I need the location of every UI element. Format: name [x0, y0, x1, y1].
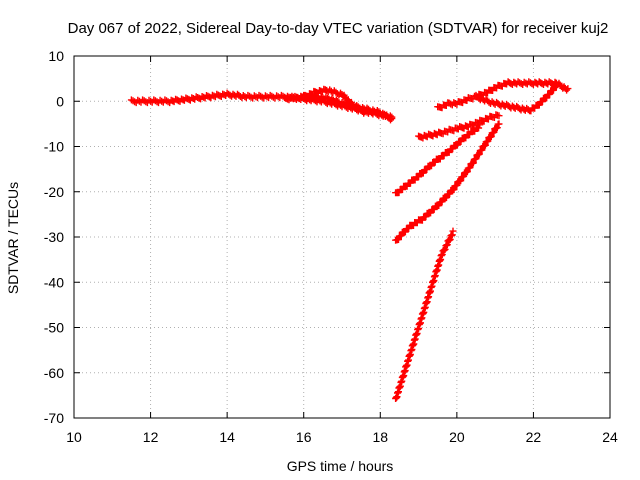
series-points [300, 85, 369, 117]
y-tick-label: 10 [48, 48, 64, 64]
axis-ticks: 10 12 14 16 18 20 22 24 10 0 -10 -20 -30 -40 -50 -60 -70 [44, 48, 618, 445]
series-track-i [392, 227, 457, 402]
x-tick-label: 18 [372, 429, 388, 445]
x-tick-label: 24 [602, 429, 618, 445]
x-tick-label: 16 [296, 429, 312, 445]
y-tick-label: -50 [44, 320, 64, 336]
y-tick-label: 0 [56, 93, 64, 109]
series-track-f [415, 111, 503, 142]
series-track-h [392, 120, 503, 244]
series-points [392, 227, 457, 402]
x-tick-label: 20 [449, 429, 465, 445]
y-tick-label: -60 [44, 365, 64, 381]
series-track-g [392, 121, 484, 197]
series-points [392, 120, 503, 244]
chart-title: Day 067 of 2022, Sidereal Day-to-day VTE… [68, 20, 609, 37]
x-tick-label: 22 [526, 429, 542, 445]
y-tick-label: -70 [44, 410, 64, 426]
y-tick-label: -30 [44, 229, 64, 245]
y-tick-label: -10 [44, 139, 64, 155]
series-points [472, 82, 560, 115]
x-tick-label: 14 [219, 429, 235, 445]
series-points [392, 121, 484, 197]
series-points [415, 111, 503, 142]
series-track-e [472, 82, 560, 115]
series-track-c [300, 85, 369, 117]
x-axis-label: GPS time / hours [287, 458, 394, 474]
y-tick-label: -20 [44, 184, 64, 200]
x-tick-label: 12 [143, 429, 159, 445]
y-axis-label: SDTVAR / TECUs [5, 182, 21, 294]
x-tick-label: 10 [66, 429, 82, 445]
y-tick-label: -40 [44, 274, 64, 290]
data-points [127, 78, 572, 402]
